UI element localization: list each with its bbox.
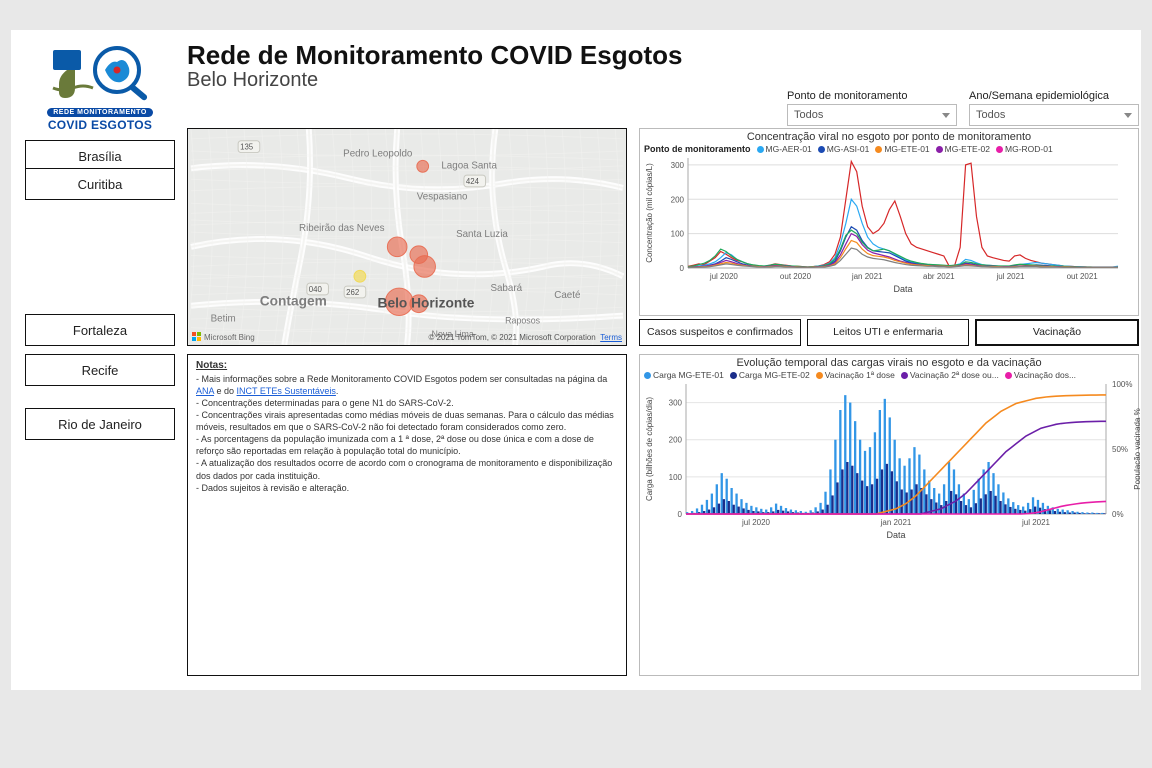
filter-epi-week: Ano/Semana epidemiológica Todos: [969, 90, 1139, 126]
svg-text:Vespasiano: Vespasiano: [417, 192, 468, 203]
svg-text:Pedro Leopoldo: Pedro Leopoldo: [343, 148, 413, 159]
notes-link-inct[interactable]: INCT ETEs Sustentáveis: [237, 386, 336, 396]
svg-text:Santa Luzia: Santa Luzia: [456, 229, 508, 240]
tab-casos-suspeitos-e-confirmados[interactable]: Casos suspeitos e confirmados: [639, 319, 801, 346]
logo-graphic: [45, 44, 155, 106]
city-button-recife[interactable]: Recife: [25, 354, 175, 386]
chevron-down-icon: [1124, 113, 1132, 118]
svg-text:Contagem: Contagem: [260, 294, 327, 309]
map-attribution-prefix: Microsoft Bing: [204, 333, 255, 342]
tab-vacina-o[interactable]: Vacinação: [975, 319, 1139, 346]
chart1-canvas[interactable]: 0 100 200 300 jul 2020 out 2020 jan 2021 abr 20…: [640, 154, 1140, 296]
svg-text:200: 200: [671, 195, 685, 204]
svg-text:Belo Horizonte: Belo Horizonte: [378, 296, 475, 311]
svg-text:jan 2021: jan 2021: [880, 518, 912, 527]
filter-epi-week-value: Todos: [976, 109, 1005, 121]
svg-text:jul 2020: jul 2020: [741, 518, 771, 527]
svg-text:0: 0: [678, 510, 683, 519]
svg-text:Caeté: Caeté: [554, 290, 581, 301]
chart1-title: Concentração viral no esgoto por ponto d…: [640, 129, 1138, 143]
chevron-down-icon: [942, 113, 950, 118]
svg-text:200: 200: [669, 436, 683, 445]
filter-monitoring-point-value: Todos: [794, 109, 823, 121]
svg-text:jul 2021: jul 2021: [995, 272, 1025, 281]
map-copyright: © 2021 TomTom, © 2021 Microsoft Corporat…: [428, 333, 595, 342]
tabs: Casos suspeitos e confirmadosLeitos UTI …: [639, 316, 1139, 346]
logo-line2: COVID ESGOTOS: [48, 118, 152, 132]
filter-monitoring-point-label: Ponto de monitoramento: [787, 90, 957, 102]
svg-text:50%: 50%: [1112, 445, 1128, 454]
map-panel[interactable]: 135 424 040 262 Pedro Leopoldo Lagoa Santa Ves…: [187, 128, 627, 346]
map-terms-link[interactable]: Terms: [600, 333, 622, 342]
svg-text:300: 300: [669, 399, 683, 408]
map-attribution: Microsoft Bing: [192, 332, 255, 342]
city-button-curitiba[interactable]: Curitiba: [25, 168, 175, 200]
svg-text:135: 135: [240, 143, 254, 152]
dashboard-root: REDE MONITORAMENTO COVID ESGOTOS Rede de…: [11, 30, 1141, 690]
svg-text:Betim: Betim: [211, 313, 236, 324]
chart2-legend: Carga MG-ETE-01Carga MG-ETE-02Vacinação …: [640, 369, 1138, 380]
filter-monitoring-point-select[interactable]: Todos: [787, 104, 957, 126]
svg-text:300: 300: [671, 161, 685, 170]
notes-title: Notas:: [196, 359, 618, 373]
svg-text:jul 2020: jul 2020: [709, 272, 739, 281]
notes-panel: Notas: - Mais informações sobre a Rede M…: [187, 354, 627, 676]
svg-text:100: 100: [671, 230, 685, 239]
svg-text:Carga (bilhões de cópias/dia): Carga (bilhões de cópias/dia): [645, 397, 654, 501]
filters: Ponto de monitoramento Todos Ano/Semana …: [639, 40, 1139, 128]
svg-text:100: 100: [669, 473, 683, 482]
svg-text:Data: Data: [893, 284, 912, 294]
city-button-rio-de-janeiro[interactable]: Rio de Janeiro: [25, 408, 175, 440]
filter-epi-week-select[interactable]: Todos: [969, 104, 1139, 126]
svg-text:Raposos: Raposos: [505, 315, 540, 325]
chart-viral-load-vaccination[interactable]: Evolução temporal das cargas virais no e…: [639, 354, 1139, 676]
svg-text:Concentração (mil cópias/L): Concentração (mil cópias/L): [645, 163, 654, 263]
svg-text:0%: 0%: [1112, 510, 1124, 519]
map-canvas[interactable]: 135 424 040 262 Pedro Leopoldo Lagoa Santa Ves…: [188, 129, 626, 345]
notes-link-ana[interactable]: ANA: [196, 386, 214, 396]
svg-text:out 2020: out 2020: [780, 272, 812, 281]
svg-text:Sabará: Sabará: [490, 283, 522, 294]
svg-text:jul 2021: jul 2021: [1021, 518, 1051, 527]
chart2-canvas[interactable]: 0 100 200 300 0% 50% 100% jul 2020 jan 2021 jul 2…: [640, 380, 1140, 548]
svg-text:Data: Data: [886, 530, 905, 540]
map-terms: © 2021 TomTom, © 2021 Microsoft Corporat…: [428, 333, 622, 342]
tab-leitos-uti-e-enfermaria[interactable]: Leitos UTI e enfermaria: [807, 319, 969, 346]
svg-text:jan 2021: jan 2021: [851, 272, 883, 281]
chart2-title: Evolução temporal das cargas virais no e…: [640, 355, 1138, 369]
svg-text:out 2021: out 2021: [1067, 272, 1099, 281]
svg-text:424: 424: [466, 177, 480, 186]
svg-text:0: 0: [680, 264, 685, 273]
bing-icon: [192, 332, 202, 342]
logo: REDE MONITORAMENTO COVID ESGOTOS: [25, 40, 175, 146]
logo-line1: REDE MONITORAMENTO: [47, 108, 153, 117]
svg-text:Lagoa Santa: Lagoa Santa: [441, 160, 497, 171]
svg-text:262: 262: [346, 288, 359, 297]
chart-viral-concentration[interactable]: Concentração viral no esgoto por ponto d…: [639, 128, 1139, 316]
svg-text:População vacinada %: População vacinada %: [1133, 408, 1140, 489]
filter-monitoring-point: Ponto de monitoramento Todos: [787, 90, 957, 126]
svg-text:040: 040: [309, 285, 323, 294]
filter-epi-week-label: Ano/Semana epidemiológica: [969, 90, 1139, 102]
svg-text:abr 2021: abr 2021: [923, 272, 955, 281]
svg-text:Ribeirão das Neves: Ribeirão das Neves: [299, 223, 385, 234]
svg-text:100%: 100%: [1112, 380, 1132, 389]
city-button-fortaleza[interactable]: Fortaleza: [25, 314, 175, 346]
notes-body: - Mais informações sobre a Rede Monitora…: [196, 373, 618, 494]
chart1-legend: Ponto de monitoramentoMG-AER-01MG-ASI-01…: [640, 143, 1138, 154]
